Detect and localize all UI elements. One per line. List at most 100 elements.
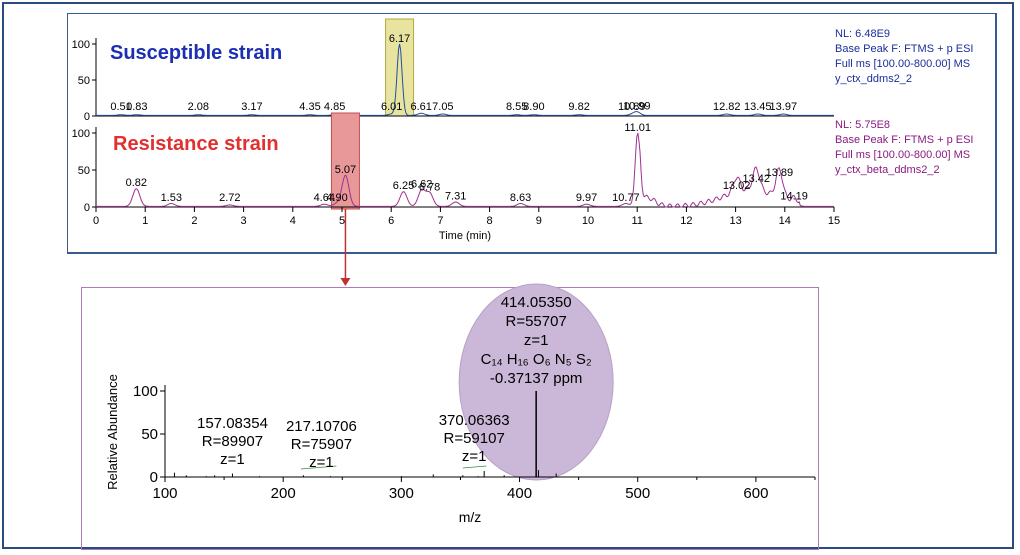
resistance-strain-label: Resistance strain: [113, 133, 279, 155]
ms-x-tick-label: 100: [152, 485, 177, 502]
peak-label: 9.97: [576, 192, 597, 204]
top-info-line: y_ctx_ddms2_2: [835, 73, 913, 85]
peak-label: 12.82: [713, 101, 741, 113]
chromatogram-panel: [67, 13, 997, 254]
peak-label: 6.01: [381, 101, 402, 113]
ms-y-tick-label: 50: [141, 426, 158, 443]
peak-label: 7.05: [432, 101, 453, 113]
x-tick-label: 0: [93, 215, 99, 227]
top-info-line: Full ms [100.00-800.00] MS: [835, 58, 971, 70]
peak-label: 13.42: [742, 173, 770, 185]
ms-peak-annotation: 370.06363: [439, 412, 510, 429]
peak-label: 11.01: [624, 122, 651, 134]
x-tick-label: 14: [779, 215, 791, 227]
main-peak-annotation: C₁₄ H₁₆ O₆ N₅ S₂: [481, 351, 592, 368]
ms-y-axis-title: Relative Abundance: [105, 374, 120, 490]
y-tick-label: 100: [72, 39, 90, 51]
x-axis-title: Time (min): [439, 230, 491, 242]
chromatogram-trace: [96, 132, 834, 208]
mass-spectrum-panel: [81, 287, 819, 550]
peak-label: 13.45: [744, 101, 772, 113]
peak-label: 8.63: [510, 192, 531, 204]
ms-y-tick-label: 0: [150, 469, 158, 486]
ms-x-tick-label: 300: [389, 485, 414, 502]
susceptible-strain-label: Susceptible strain: [110, 42, 283, 64]
bottom-info-line: y_ctx_beta_ddms2_2: [835, 164, 940, 176]
peak-label: 10.77: [612, 192, 640, 204]
x-tick-label: 13: [729, 215, 741, 227]
x-tick-label: 10: [582, 215, 594, 227]
peak-label: 1.53: [161, 192, 182, 204]
peak-label: 5.07: [335, 164, 356, 176]
peak-label: 0.83: [126, 101, 147, 113]
bottom-info-line: Full ms [100.00-800.00] MS: [835, 149, 971, 161]
x-tick-label: 7: [437, 215, 443, 227]
ms-label-leader: [300, 465, 337, 470]
bottom-info-line: NL: 5.75E8: [835, 119, 891, 131]
peak-label: 6.17: [389, 33, 410, 45]
peak-label: 8.55: [506, 101, 527, 113]
peak-label: 0.82: [126, 177, 147, 189]
ms-peak-annotation: 217.10706: [286, 418, 357, 435]
bottom-info-line: Base Peak F: FTMS + p ESI: [835, 134, 974, 146]
ms-peak-annotation: R=59107: [444, 430, 505, 447]
x-tick-label: 11: [631, 215, 642, 227]
x-tick-label: 6: [388, 215, 394, 227]
main-peak-annotation: R=55707: [505, 313, 566, 330]
top-info-line: NL: 6.48E9: [835, 28, 891, 40]
x-tick-label: 3: [241, 215, 247, 227]
x-tick-label: 12: [680, 215, 692, 227]
ms-x-tick-label: 400: [507, 485, 532, 502]
peak-label: 4.64: [314, 192, 335, 204]
main-peak-ellipse: [458, 283, 614, 481]
ms-peak-annotation: z=1: [220, 451, 245, 468]
main-peak-annotation: -0.37137 ppm: [490, 370, 583, 387]
peak-label: 8.90: [523, 101, 544, 113]
ms-peak-annotation: z=1: [309, 454, 334, 471]
peak-label: 13.89: [766, 167, 794, 179]
ms-peak-annotation: 157.08354: [197, 415, 268, 432]
peak-label: 2.72: [219, 192, 240, 204]
peak-label: 4.85: [324, 101, 345, 113]
peak-label: 10.99: [623, 100, 651, 112]
main-peak-annotation: 414.05350: [501, 294, 572, 311]
bottom-trace-info: NL: 5.75E8 Base Peak F: FTMS + p ESI Ful…: [835, 118, 973, 178]
y-tick-label: 100: [72, 128, 90, 140]
ms-label-leader: [462, 465, 487, 469]
ms-x-tick-label: 200: [271, 485, 296, 502]
ms-x-tick-label: 600: [743, 485, 768, 502]
peak-highlight-box: [330, 112, 360, 210]
x-tick-label: 15: [828, 215, 840, 227]
y-tick-label: 50: [78, 75, 90, 87]
chromatogram-trace: [96, 43, 834, 116]
y-tick-label: 0: [84, 202, 90, 214]
peak-label: 6.61: [411, 101, 432, 113]
top-trace-info: NL: 6.48E9 Base Peak F: FTMS + p ESI Ful…: [835, 27, 973, 87]
peak-label: 9.82: [568, 101, 589, 113]
arrow-head: [340, 278, 351, 286]
peak-label: 13.02: [723, 180, 751, 192]
peak-label: 14.19: [780, 191, 808, 203]
y-tick-label: 0: [84, 111, 90, 123]
x-tick-label: 5: [339, 215, 345, 227]
peak-label: 6.78: [419, 182, 440, 194]
peak-label: 6.62: [411, 179, 432, 191]
x-tick-label: 8: [487, 215, 493, 227]
peak-label: 2.08: [188, 101, 209, 113]
figure-frame: [2, 2, 1014, 549]
peak-label: 10.89: [618, 101, 646, 113]
main-peak-annotation: z=1: [524, 332, 549, 349]
ms-x-axis-title: m/z: [459, 509, 482, 525]
ms-x-tick-label: 500: [625, 485, 650, 502]
ms-y-tick-label: 100: [133, 383, 158, 400]
ms-peak-annotation: z=1: [462, 448, 487, 465]
peak-label: 3.17: [241, 101, 262, 113]
peak-label: 4.35: [299, 101, 320, 113]
ms-peak-annotation: R=89907: [202, 433, 263, 450]
x-tick-label: 4: [290, 215, 296, 227]
y-tick-label: 50: [78, 165, 90, 177]
peak-label: 13.97: [770, 101, 798, 113]
top-info-line: Base Peak F: FTMS + p ESI: [835, 43, 974, 55]
x-tick-label: 1: [142, 215, 148, 227]
